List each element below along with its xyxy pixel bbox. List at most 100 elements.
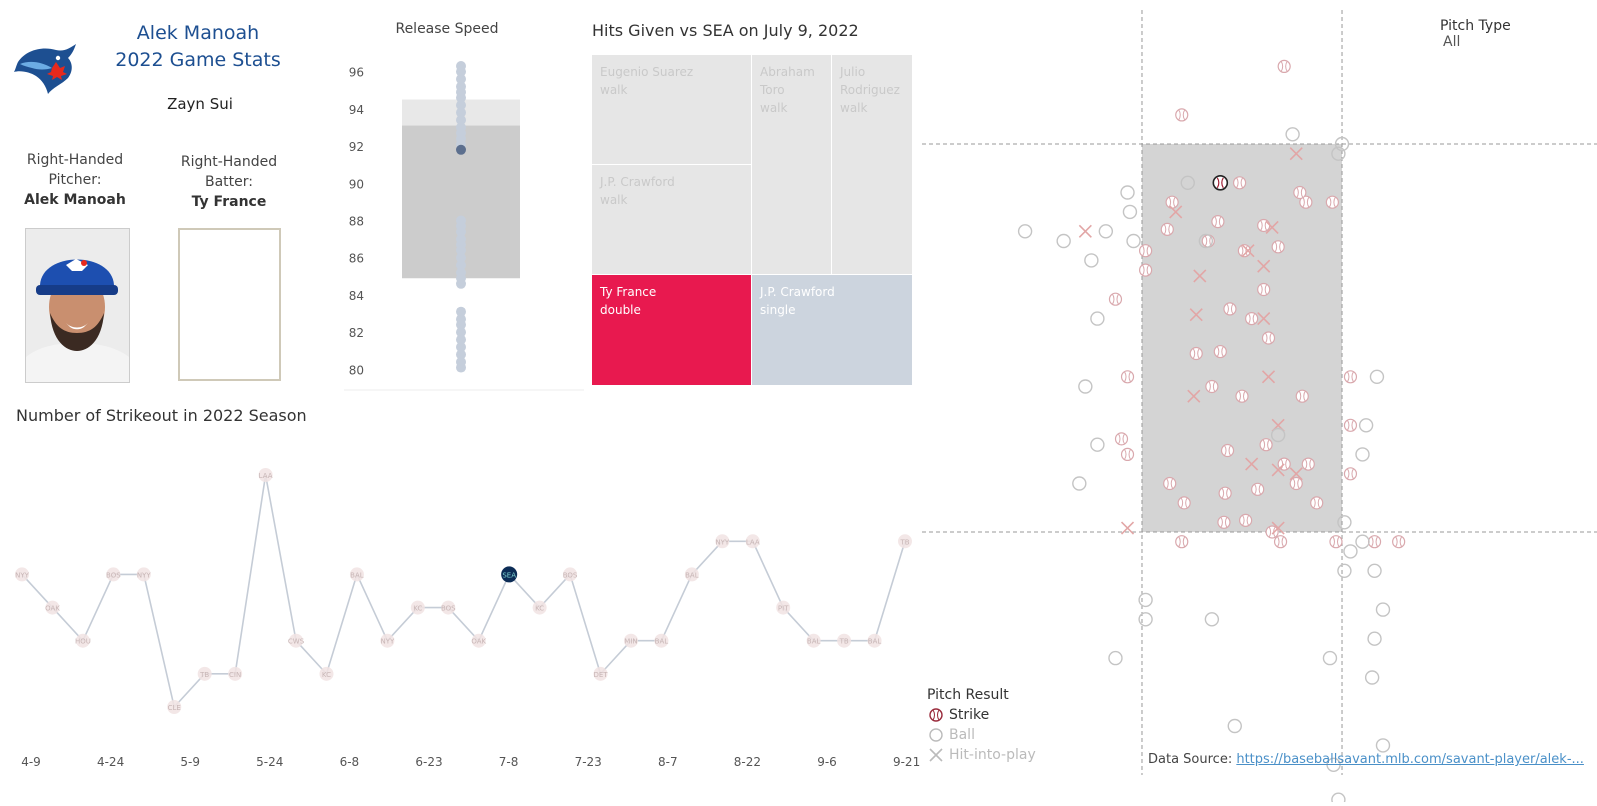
pitch-ball[interactable] (1017, 224, 1033, 239)
pitch-ball[interactable] (1369, 369, 1385, 384)
pitch-strike[interactable] (1299, 195, 1313, 209)
pitch-ball[interactable] (1334, 136, 1350, 152)
strikeout-point[interactable]: KC (410, 600, 425, 615)
speed-point[interactable] (456, 327, 466, 338)
strikeout-point[interactable]: KC (532, 600, 547, 615)
strikeout-point[interactable]: BAL (349, 567, 364, 582)
pitch-ball[interactable] (1078, 379, 1093, 394)
pitch-strike[interactable] (1261, 331, 1276, 345)
strikeout-point[interactable]: OAK (45, 600, 60, 615)
pitch-ball[interactable] (1138, 612, 1153, 627)
pitch-strike[interactable] (1120, 447, 1135, 461)
pitch-strike[interactable] (1273, 535, 1288, 549)
speed-point[interactable] (456, 306, 466, 317)
strikeout-point[interactable]: KC (319, 666, 334, 681)
pitch-strike[interactable] (1218, 486, 1232, 500)
strikeout-point[interactable]: TB (837, 633, 852, 648)
strikeout-point[interactable]: BAL (806, 633, 821, 648)
strikeout-point[interactable]: TB (197, 666, 212, 681)
pitch-strike[interactable] (1251, 482, 1265, 496)
strikeout-point[interactable]: HOU (75, 633, 91, 648)
pitch-strike[interactable] (1265, 525, 1279, 539)
pitch-strike[interactable] (1237, 244, 1252, 258)
speed-point[interactable] (456, 100, 466, 111)
pitch-type-value[interactable]: All (1443, 34, 1461, 50)
pitch-ball[interactable] (1270, 427, 1286, 443)
pitch-strike[interactable] (1343, 418, 1358, 432)
pitch-hit[interactable] (1193, 269, 1207, 283)
strikeout-point[interactable]: NYY (15, 567, 30, 582)
pitch-strike[interactable] (1108, 292, 1123, 306)
strikeout-point[interactable]: BOS (106, 567, 121, 582)
pitch-strike[interactable] (1301, 457, 1315, 471)
pitch-ball[interactable] (1331, 146, 1346, 161)
pitch-ball[interactable] (1084, 253, 1099, 268)
pitch-ball[interactable] (1108, 650, 1123, 666)
strikeout-point[interactable]: BOS (441, 600, 456, 615)
pitch-highlight[interactable] (1212, 175, 1229, 191)
treemap-cell[interactable]: Ty France double (592, 275, 751, 385)
pitch-strike[interactable] (1220, 443, 1235, 458)
pitch-strike[interactable] (1343, 467, 1358, 481)
strikeout-point[interactable]: MIN (623, 633, 638, 648)
speed-point[interactable] (456, 107, 466, 118)
strikeout-point[interactable]: DET (593, 666, 608, 681)
speed-point[interactable] (456, 74, 466, 85)
pitch-hit[interactable] (1169, 205, 1183, 219)
strikeout-point[interactable]: CLE (167, 700, 182, 714)
pitch-hit[interactable] (1271, 463, 1285, 477)
pitch-ball[interactable] (1355, 534, 1370, 549)
pitch-ball[interactable] (1326, 757, 1341, 772)
pitch-strike[interactable] (1139, 244, 1153, 258)
pitch-strike[interactable] (1259, 438, 1273, 452)
pitch-strike[interactable] (1175, 108, 1189, 122)
strikeout-point[interactable]: BAL (654, 633, 669, 648)
pitch-strike[interactable] (1213, 344, 1227, 359)
pitch-strike[interactable] (1211, 215, 1225, 229)
strikeout-point[interactable]: CWS (288, 633, 305, 648)
pitch-strike[interactable] (1295, 389, 1309, 403)
strikeout-point[interactable]: BAL (867, 633, 882, 648)
pitch-ball[interactable] (1337, 515, 1352, 530)
pitch-strike[interactable] (1245, 312, 1259, 326)
pitch-ball[interactable] (1364, 670, 1380, 685)
pitch-strike[interactable] (1235, 389, 1249, 403)
pitch-ball[interactable] (1337, 563, 1352, 578)
strikeout-point[interactable]: SEA (501, 566, 518, 583)
treemap-cell[interactable]: Julio Rodriguez walk (832, 55, 912, 274)
pitch-ball[interactable] (1322, 650, 1338, 666)
pitch-strike[interactable] (1160, 222, 1174, 236)
pitch-strike[interactable] (1177, 496, 1191, 510)
speed-point[interactable] (456, 226, 466, 237)
legend-item-ball[interactable]: Ball (927, 725, 1036, 745)
pitch-strike[interactable] (1289, 476, 1303, 491)
pitch-strike[interactable] (1189, 346, 1203, 361)
pitch-ball[interactable] (1072, 476, 1087, 491)
pitch-hit[interactable] (1289, 467, 1303, 481)
pitch-hit[interactable] (1189, 308, 1203, 322)
treemap-cell[interactable]: J.P. Crawford walk (592, 165, 751, 274)
pitch-hit[interactable] (1257, 259, 1271, 273)
pitch-strike[interactable] (1329, 535, 1343, 549)
pitch-ball[interactable] (1204, 612, 1220, 627)
strikeout-point[interactable]: BOS (563, 567, 578, 582)
pitch-hit[interactable] (1261, 370, 1276, 384)
pitch-strike[interactable] (1175, 535, 1189, 549)
strikeout-point[interactable]: TB (898, 534, 912, 549)
pitch-strike[interactable] (1277, 59, 1291, 74)
speed-point[interactable] (456, 319, 466, 330)
pitch-hit[interactable] (1245, 457, 1259, 471)
speed-point[interactable] (456, 260, 466, 271)
strikeout-point[interactable]: NYY (380, 633, 395, 648)
speed-point[interactable] (456, 115, 466, 125)
pitch-strike[interactable] (1232, 176, 1247, 190)
pitch-strike[interactable] (1293, 185, 1307, 200)
pitch-strike[interactable] (1205, 379, 1219, 394)
pitch-hit[interactable] (1241, 244, 1255, 258)
strikeout-point[interactable]: NYY (136, 567, 152, 582)
pitch-ball[interactable] (1358, 418, 1374, 433)
treemap-cell[interactable]: Abraham Toro walk (752, 55, 831, 274)
speed-point[interactable] (456, 66, 466, 77)
pitch-strike[interactable] (1239, 513, 1253, 527)
strikeout-point[interactable]: LAA (258, 468, 273, 482)
